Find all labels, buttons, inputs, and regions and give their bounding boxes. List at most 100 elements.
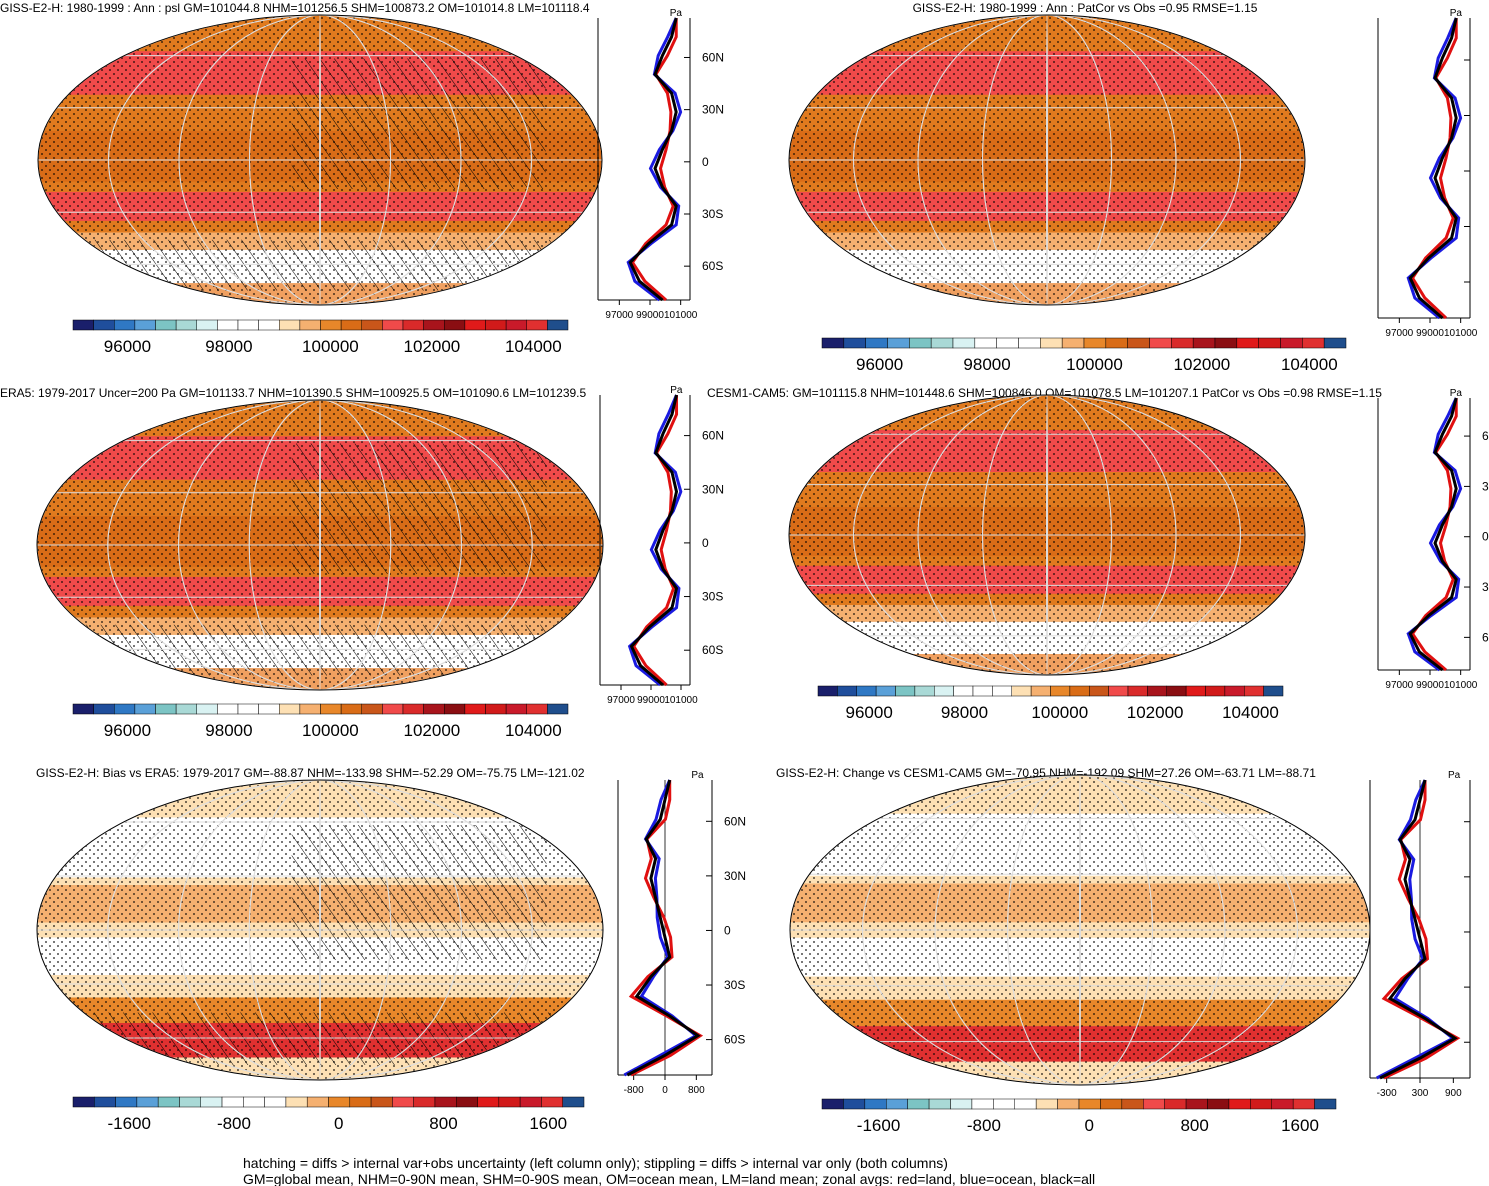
colorbar-swatch xyxy=(361,319,383,331)
colorbar-swatch xyxy=(72,319,94,331)
footer-line: hatching = diffs > internal var+obs unce… xyxy=(243,1155,948,1171)
colorbar-swatch xyxy=(856,685,877,697)
profile-tick-label: -300 xyxy=(1377,1088,1397,1099)
colorbar-swatch xyxy=(1302,337,1325,349)
colorbar-swatch xyxy=(498,1096,521,1108)
lat-tick-label: 30N xyxy=(702,482,724,496)
colorbar-swatch xyxy=(72,703,94,715)
colorbar-swatch xyxy=(196,703,218,715)
colorbar-swatch xyxy=(423,703,445,715)
colorbar-swatch xyxy=(526,319,548,331)
colorbar-swatch xyxy=(1069,685,1090,697)
colorbar-swatch xyxy=(886,1098,908,1110)
colorbar-swatch xyxy=(1224,685,1245,697)
colorbar-swatch xyxy=(1050,685,1071,697)
colorbar-label: 1600 xyxy=(529,1114,567,1133)
colorbar-swatch xyxy=(1236,337,1259,349)
colorbar-swatch xyxy=(1143,1098,1165,1110)
colorbar-swatch xyxy=(972,685,993,697)
lat-tick-label: 60N xyxy=(702,429,724,443)
colorbar-label: 1600 xyxy=(1281,1116,1319,1135)
zonal-profile: Pa 60N 30N 0 30S 60S -800 0 800 xyxy=(617,770,746,1096)
zonal-profile: Pa 97000 99000 101000 xyxy=(1377,8,1478,339)
map xyxy=(790,775,1370,1085)
colorbar-swatch xyxy=(909,337,932,349)
panel-title: ERA5: 1979-2017 Uncer=200 Pa GM=101133.7… xyxy=(0,386,587,400)
map-meridian xyxy=(1046,15,1048,305)
profile-curve xyxy=(626,779,701,1077)
colorbar-label: 100000 xyxy=(302,337,359,356)
colorbar-label: 800 xyxy=(1180,1116,1208,1135)
colorbar-label: 100000 xyxy=(302,721,359,740)
profile-tick-label: 900 xyxy=(1445,1088,1462,1099)
colorbar-swatch xyxy=(264,1096,287,1108)
colorbar-swatch xyxy=(93,319,115,331)
colorbar-swatch xyxy=(1040,337,1063,349)
profile-tick-label: 99000 xyxy=(1416,680,1444,691)
colorbar-swatch xyxy=(382,703,404,715)
colorbar-label: 96000 xyxy=(856,355,903,374)
colorbar-swatch xyxy=(306,1096,329,1108)
colorbar-swatch xyxy=(237,703,259,715)
colorbar-swatch xyxy=(505,703,527,715)
colorbar-swatch xyxy=(996,337,1019,349)
profile-tick-label: 101000 xyxy=(664,695,698,706)
colorbar-swatch xyxy=(1035,1098,1058,1110)
colorbar-swatch xyxy=(179,1096,201,1108)
colorbar-swatch xyxy=(843,1098,866,1110)
colorbar-swatch xyxy=(402,703,424,715)
lat-tick-label: 60S xyxy=(702,643,723,657)
colorbar-swatch xyxy=(243,1096,265,1108)
panel-title: CESM1-CAM5: GM=101115.8 NHM=101448.6 SHM… xyxy=(707,386,1382,400)
colorbar-label: 104000 xyxy=(1222,703,1279,722)
colorbar-label: 104000 xyxy=(505,721,562,740)
lat-tick-label: 30N xyxy=(1482,479,1489,493)
colorbar-swatch xyxy=(505,319,527,331)
colorbar-swatch xyxy=(992,685,1012,697)
colorbar-swatch xyxy=(887,337,910,349)
colorbar-swatch xyxy=(1166,685,1187,697)
colorbar-swatch xyxy=(821,1098,844,1110)
colorbar-swatch xyxy=(464,319,486,331)
colorbar-swatch xyxy=(320,703,342,715)
colorbar-label: -800 xyxy=(217,1114,251,1133)
colorbar-swatch xyxy=(1192,337,1216,349)
colorbar-swatch xyxy=(1185,685,1206,697)
colorbar-swatch xyxy=(136,1096,159,1108)
colorbar-swatch xyxy=(285,1096,308,1108)
colorbar-label: 104000 xyxy=(505,337,562,356)
lat-tick-label: 0 xyxy=(702,155,709,169)
colorbar-label: -1600 xyxy=(107,1114,150,1133)
colorbar-swatch xyxy=(392,1096,414,1108)
colorbar-swatch xyxy=(928,1098,951,1110)
colorbar-swatch xyxy=(1127,337,1150,349)
colorbar-swatch xyxy=(155,319,177,331)
colorbar-swatch xyxy=(1078,1098,1101,1110)
colorbar-label: 800 xyxy=(429,1114,457,1133)
map-outline xyxy=(788,14,1306,306)
colorbar-swatch xyxy=(1263,685,1284,697)
colorbar-swatch xyxy=(1147,685,1167,697)
profile-tick-label: 97000 xyxy=(607,695,635,706)
unit-label: Pa xyxy=(670,8,683,19)
map-meridian xyxy=(107,780,533,1080)
colorbar-swatch xyxy=(258,319,280,331)
colorbar-swatch xyxy=(1100,1098,1123,1110)
colorbar-swatch xyxy=(1164,1098,1187,1110)
lat-tick-label: 60N xyxy=(724,814,746,828)
map xyxy=(789,15,1305,305)
map-meridian xyxy=(853,15,1241,305)
panel-title: GISS-E2-H: Bias vs ERA5: 1979-2017 GM=-8… xyxy=(36,766,585,780)
profile-tick-label: 97000 xyxy=(1385,680,1413,691)
colorbar-swatch xyxy=(93,703,115,715)
colorbar-swatch xyxy=(547,319,569,331)
colorbar-swatch xyxy=(196,319,218,331)
colorbar-swatch xyxy=(519,1096,542,1108)
map-meridian xyxy=(248,400,392,690)
colorbar-label: 102000 xyxy=(404,721,461,740)
colorbar-swatch xyxy=(1314,1098,1337,1110)
colorbar-swatch xyxy=(1244,685,1264,697)
map-meridian xyxy=(917,15,1177,305)
